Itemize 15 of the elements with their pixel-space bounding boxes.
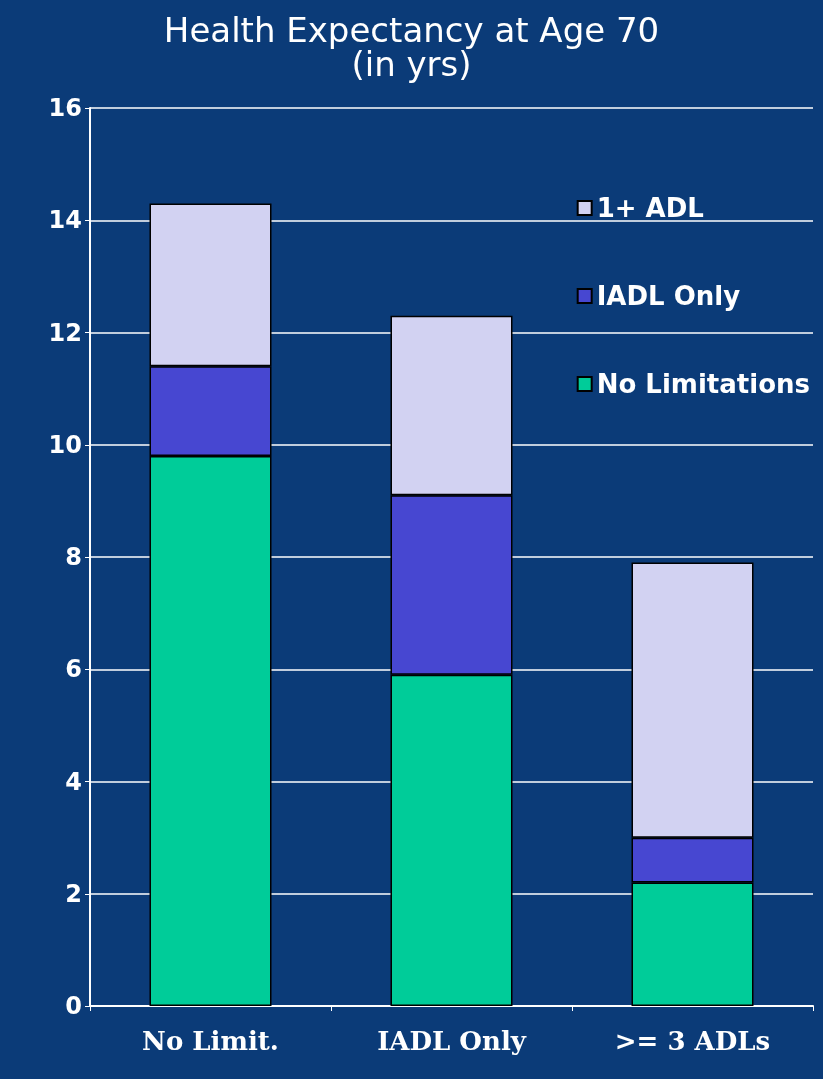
y-tick-label: 16 [48, 94, 82, 122]
y-tick-label: 10 [48, 430, 82, 459]
y-tick-label: 4 [65, 767, 82, 796]
x-tick-label: >= 3 ADLs [614, 1026, 771, 1056]
y-tick-label: 2 [65, 879, 82, 908]
x-tick-label: No Limit. [142, 1026, 279, 1056]
legend-label: IADL Only [596, 281, 741, 311]
legend-label: 1+ ADL [596, 193, 704, 223]
y-tick-label: 14 [48, 206, 82, 235]
y-tick-label: 12 [48, 318, 82, 347]
y-tick-label: 6 [65, 655, 82, 684]
legend-label: No Limitations [596, 369, 811, 399]
y-tick-label: 0 [65, 992, 82, 1020]
x-tick-label: IADL Only [377, 1026, 527, 1056]
y-tick-label: 8 [65, 543, 82, 571]
